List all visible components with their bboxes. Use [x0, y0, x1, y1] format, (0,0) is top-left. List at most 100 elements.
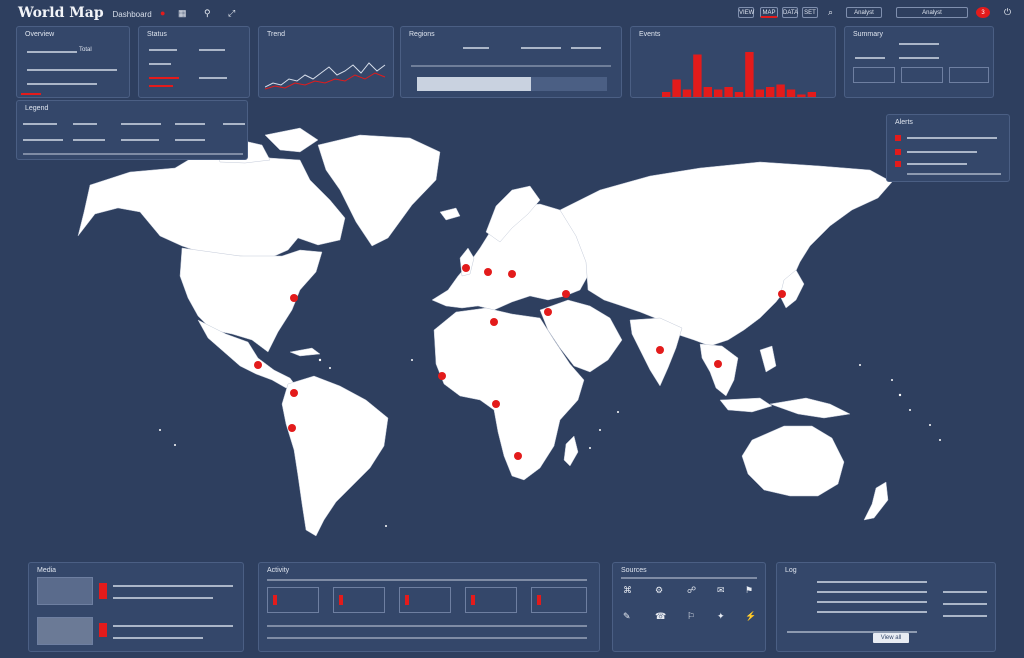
hotspot-uk[interactable]	[462, 264, 470, 272]
hotspot-japan[interactable]	[778, 290, 786, 298]
histogram-bar[interactable]	[693, 54, 702, 98]
panel-log: Log View all	[776, 562, 996, 652]
panel-regions-title: Regions	[409, 31, 435, 38]
user-menu[interactable]: Analyst	[846, 7, 882, 18]
histogram-bar[interactable]	[766, 87, 775, 97]
hotspot-layer[interactable]	[254, 264, 786, 460]
histogram-bar[interactable]	[703, 87, 712, 97]
histogram-bar[interactable]	[714, 89, 723, 98]
app-logo-title: World Map Dashboard	[18, 5, 152, 21]
hotspot-usa-east[interactable]	[290, 294, 298, 302]
tab-settings[interactable]: SET	[802, 7, 818, 18]
alert-icon[interactable]: ●	[160, 8, 166, 18]
hotspot-libya[interactable]	[490, 318, 498, 326]
account-selector[interactable]: Analyst	[896, 7, 968, 18]
summary-tile-1[interactable]	[853, 67, 895, 83]
hotspot-mexico[interactable]	[254, 361, 262, 369]
histogram-bar[interactable]	[734, 92, 744, 97]
south-america	[281, 375, 389, 537]
top-bar: World Map Dashboard ● ▦ ⚲ ⤢ VIEW MAP DAT…	[0, 0, 1024, 26]
regions-progress-track	[417, 77, 607, 91]
tab-map[interactable]: MAP	[760, 7, 778, 18]
histogram-bar[interactable]	[672, 79, 681, 98]
search-icon[interactable]: ⌕	[828, 7, 834, 17]
africa	[433, 307, 585, 481]
media-thumbnail-1[interactable]	[37, 577, 93, 605]
activity-card-2[interactable]	[333, 587, 385, 613]
source-icon-1[interactable]: ⌘	[623, 585, 632, 595]
usa	[179, 247, 323, 353]
hotspot-iran[interactable]	[544, 308, 552, 316]
panel-overview: Overview Total	[16, 26, 130, 98]
panel-media: Media	[28, 562, 244, 652]
hotspot-thailand[interactable]	[714, 360, 722, 368]
media-thumbnail-2[interactable]	[37, 617, 93, 645]
trend-sparkline	[265, 62, 386, 90]
panel-media-title: Media	[37, 567, 57, 574]
alert-marker-3	[895, 161, 901, 167]
power-icon[interactable]: ⏻	[1004, 7, 1012, 17]
histogram-bar[interactable]	[797, 94, 806, 98]
panel-regions: Regions	[400, 26, 622, 98]
source-icon-5[interactable]: ⚑	[745, 585, 754, 595]
activity-card-5[interactable]	[531, 587, 587, 613]
histogram-bar[interactable]	[745, 52, 754, 97]
greenland	[317, 134, 441, 247]
view-all-button[interactable]: View all	[873, 633, 909, 643]
summary-tile-3[interactable]	[949, 67, 989, 83]
tab-data[interactable]: DATA	[782, 7, 798, 18]
panel-legend: Legend	[16, 100, 248, 160]
hotspot-south-africa[interactable]	[514, 452, 522, 460]
panel-status-title: Status	[147, 31, 167, 38]
activity-card-4[interactable]	[465, 587, 517, 613]
histogram-bar[interactable]	[786, 89, 796, 98]
panel-sources: Sources ⌘ ⚙ ☍ ✉ ⚑ ✎ ☎ ⚐ ✦ ⚡	[612, 562, 766, 652]
source-icon-8[interactable]: ⚐	[687, 611, 696, 621]
histogram-bar[interactable]	[807, 92, 816, 97]
panel-overview-title: Overview	[25, 31, 55, 38]
hotspot-turkey[interactable]	[562, 290, 570, 298]
expand-icon[interactable]: ⤢	[228, 8, 236, 18]
hotspot-colombia[interactable]	[290, 389, 298, 397]
grid-icon[interactable]: ▦	[178, 8, 187, 18]
histogram-bar[interactable]	[724, 87, 733, 97]
summary-tile-2[interactable]	[901, 67, 943, 83]
source-icon-7[interactable]: ☎	[655, 611, 667, 621]
tab-view[interactable]: VIEW	[738, 7, 754, 18]
hotspot-india[interactable]	[656, 346, 664, 354]
panel-summary-title: Summary	[853, 31, 883, 38]
histogram-bar[interactable]	[662, 92, 671, 97]
activity-card-3[interactable]	[399, 587, 451, 613]
hotspot-europe-west[interactable]	[484, 268, 492, 276]
source-icon-4[interactable]: ✉	[717, 585, 725, 595]
panel-summary: Summary	[844, 26, 994, 98]
filter-icon[interactable]: ⚲	[204, 8, 211, 18]
notification-badge[interactable]: 3	[976, 7, 990, 18]
histogram-bar[interactable]	[776, 84, 785, 98]
alert-marker-2	[895, 149, 901, 155]
hotspot-central-africa[interactable]	[492, 400, 500, 408]
southeast-asia	[699, 343, 739, 397]
panel-legend-title: Legend	[25, 105, 49, 112]
overview-sublabel: Total	[79, 47, 92, 53]
north-america-north	[77, 147, 346, 259]
panel-sources-title: Sources	[621, 567, 647, 574]
panel-alerts: Alerts	[886, 114, 1010, 182]
histogram-bar[interactable]	[682, 89, 692, 98]
source-icon-9[interactable]: ✦	[717, 611, 725, 621]
histogram-bar[interactable]	[755, 89, 764, 98]
activity-card-1[interactable]	[267, 587, 319, 613]
australia	[741, 425, 845, 497]
source-icon-2[interactable]: ⚙	[655, 585, 664, 595]
panel-histogram-title: Events	[639, 31, 661, 38]
hotspot-europe-central[interactable]	[508, 270, 516, 278]
source-icon-10[interactable]: ⚡	[745, 611, 757, 621]
source-icon-3[interactable]: ☍	[687, 585, 697, 595]
alert-marker-1	[895, 135, 901, 141]
hotspot-west-africa[interactable]	[438, 372, 446, 380]
media-marker-2	[99, 623, 107, 637]
middle-east	[539, 299, 623, 373]
hotspot-peru[interactable]	[288, 424, 296, 432]
source-icon-6[interactable]: ✎	[623, 611, 631, 621]
